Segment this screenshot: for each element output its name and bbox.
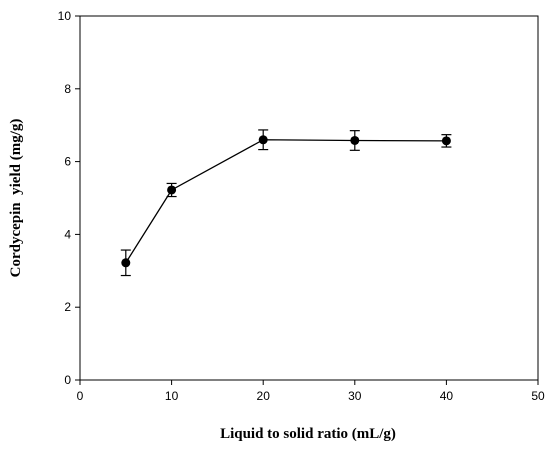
x-axis-title: Liquid to solid ratio (mL/g) [220,426,396,442]
data-marker [258,135,268,145]
x-tick-label: 40 [440,389,454,403]
plot-frame [79,15,539,381]
x-axis-ticks: 0 10 20 30 40 50 [77,380,545,403]
x-tick-label: 50 [531,389,545,403]
series-layer [120,129,452,277]
data-point [166,182,177,198]
plot-area [79,15,539,381]
x-tick-label: 10 [165,389,179,403]
data-point [258,129,269,151]
data-point [120,249,131,277]
x-tick-label: 20 [257,389,271,403]
data-marker [167,185,177,195]
y-tick-label: 6 [64,155,71,169]
y-axis-title: Cordycepin yield (mg/g) [8,119,24,278]
series-line [125,139,447,264]
data-marker [441,136,451,146]
data-marker [350,135,360,145]
y-tick-label: 8 [64,82,71,96]
data-point [349,130,360,151]
x-tick-label: 0 [77,389,84,403]
y-tick-label: 10 [58,9,72,23]
data-marker [121,258,131,268]
y-tick-label: 4 [64,227,71,241]
x-tick-label: 30 [348,389,362,403]
y-tick-label: 0 [64,373,71,387]
y-tick-label: 2 [64,300,71,314]
y-axis-ticks: 0 2 4 6 8 10 [58,9,80,387]
data-point [441,134,452,148]
